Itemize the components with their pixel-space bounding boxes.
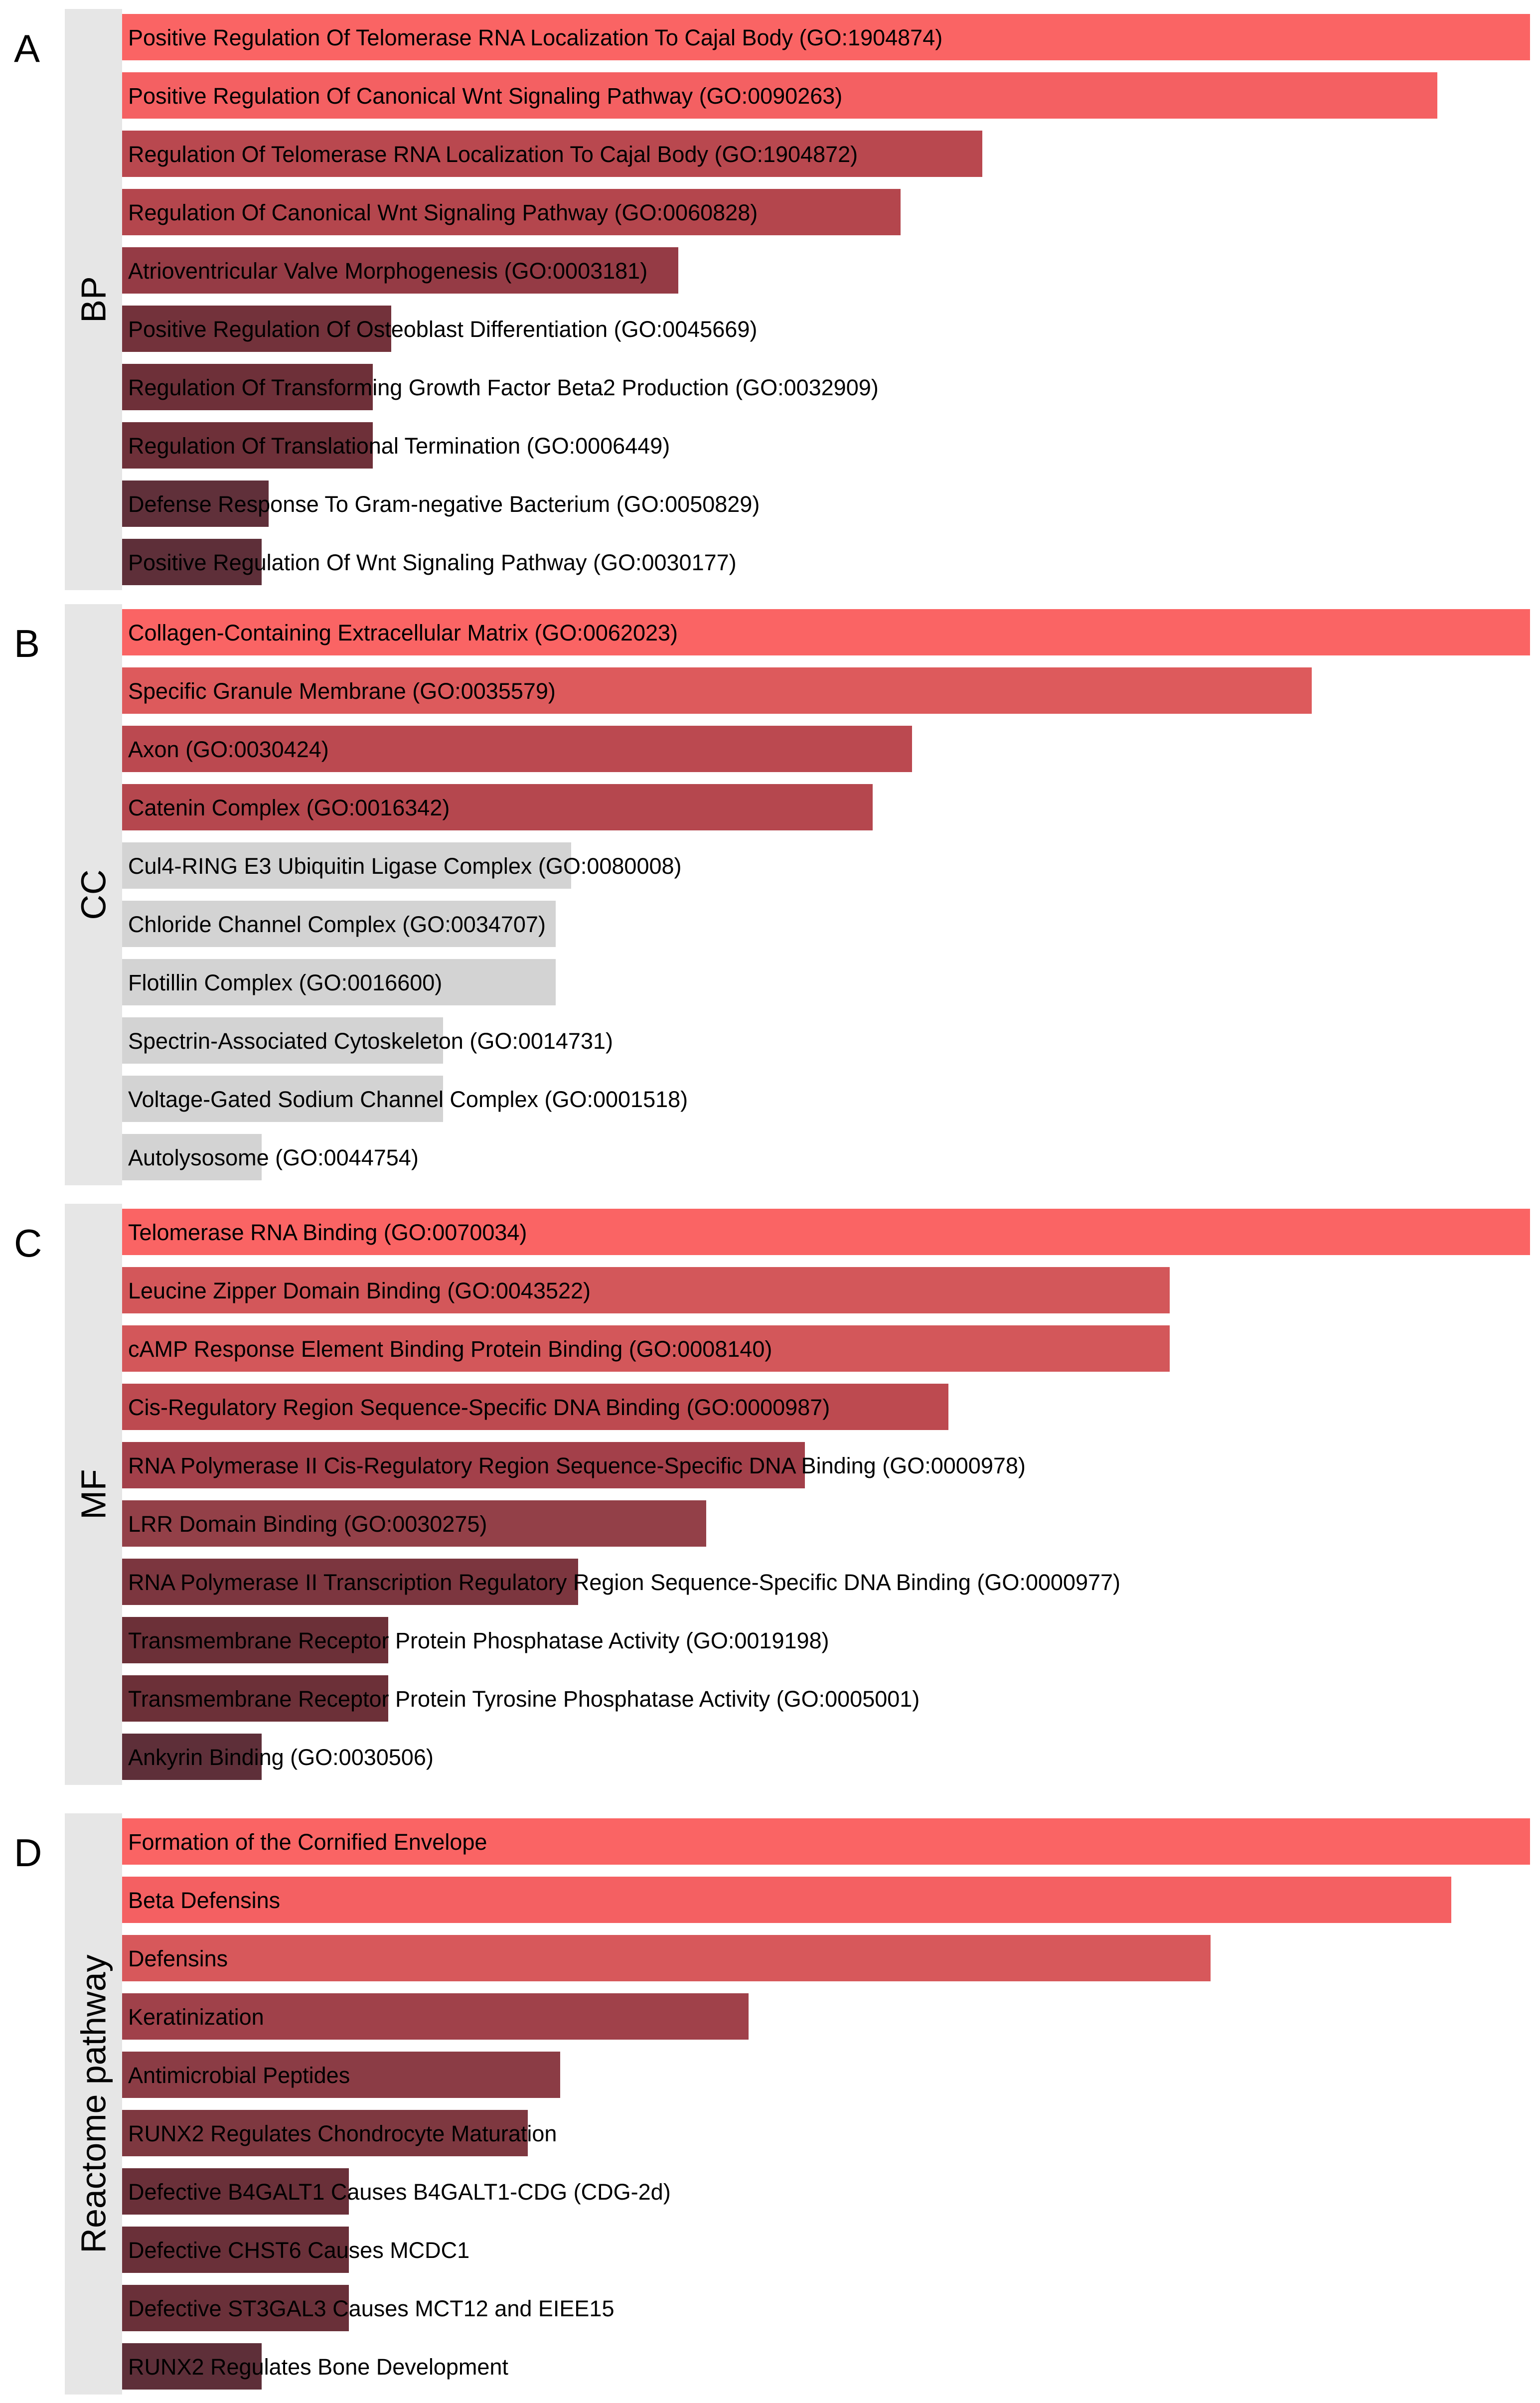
bar bbox=[122, 2168, 349, 2215]
term-label: RNA Polymerase II Cis-Regulatory Region … bbox=[128, 1453, 1026, 1478]
bar bbox=[122, 842, 571, 889]
term-label: Positive Regulation Of Telomerase RNA Lo… bbox=[128, 25, 943, 50]
bar bbox=[122, 189, 901, 235]
bar bbox=[122, 72, 1437, 119]
bar bbox=[122, 1500, 706, 1547]
bar bbox=[122, 784, 873, 830]
term-label: Keratinization bbox=[128, 2004, 264, 2030]
bar bbox=[122, 2343, 262, 2390]
facet-strip bbox=[65, 9, 122, 590]
term-label: Defective B4GALT1 Causes B4GALT1-CDG (CD… bbox=[128, 2179, 671, 2205]
term-label: Positive Regulation Of Canonical Wnt Sig… bbox=[128, 83, 843, 109]
term-label: Transmembrane Receptor Protein Tyrosine … bbox=[128, 1686, 920, 1712]
bar bbox=[122, 1267, 1170, 1313]
panel-letter: B bbox=[14, 622, 40, 665]
bar bbox=[122, 1209, 1530, 1255]
term-label: Cul4-RING E3 Ubiquitin Ligase Complex (G… bbox=[128, 853, 682, 879]
term-label: Collagen-Containing Extracellular Matrix… bbox=[128, 620, 678, 645]
bar bbox=[122, 2227, 349, 2273]
panel-letter: C bbox=[14, 1221, 42, 1265]
bar bbox=[122, 1734, 262, 1780]
bar bbox=[122, 901, 556, 947]
bar bbox=[122, 364, 373, 410]
term-label: Regulation Of Translational Termination … bbox=[128, 433, 670, 459]
facet-strip bbox=[65, 1813, 122, 2395]
bar bbox=[122, 539, 262, 585]
facet-strip-label: Reactome pathway bbox=[74, 1954, 113, 2253]
term-label: Positive Regulation Of Osteoblast Differ… bbox=[128, 317, 758, 342]
panel-letter: A bbox=[14, 26, 40, 70]
bar bbox=[122, 609, 1530, 655]
term-label: Beta Defensins bbox=[128, 1888, 281, 1913]
term-label: Chloride Channel Complex (GO:0034707) bbox=[128, 912, 546, 937]
term-label: Specific Granule Membrane (GO:0035579) bbox=[128, 678, 556, 704]
term-label: Ankyrin Binding (GO:0030506) bbox=[128, 1745, 434, 1770]
bar bbox=[122, 2052, 560, 2098]
term-label: Telomerase RNA Binding (GO:0070034) bbox=[128, 1220, 527, 1245]
bar bbox=[122, 1559, 578, 1605]
term-label: Defensins bbox=[128, 1946, 228, 1971]
facet-strip-label: MF bbox=[74, 1469, 113, 1520]
term-label: RUNX2 Regulates Bone Development bbox=[128, 2354, 508, 2380]
bar bbox=[122, 2285, 349, 2331]
term-label: Leucine Zipper Domain Binding (GO:004352… bbox=[128, 1278, 591, 1303]
term-label: Antimicrobial Peptides bbox=[128, 2063, 350, 2088]
term-label: LRR Domain Binding (GO:0030275) bbox=[128, 1511, 487, 1537]
term-label: Formation of the Cornified Envelope bbox=[128, 1829, 487, 1855]
bar bbox=[122, 1675, 388, 1722]
bar bbox=[122, 1076, 443, 1122]
term-label: Defense Response To Gram-negative Bacter… bbox=[128, 491, 760, 517]
bar bbox=[122, 2110, 528, 2156]
bar bbox=[122, 247, 678, 294]
bar bbox=[122, 726, 912, 772]
bar bbox=[122, 131, 982, 177]
term-label: RNA Polymerase II Transcription Regulato… bbox=[128, 1570, 1121, 1595]
term-label: Regulation Of Telomerase RNA Localizatio… bbox=[128, 142, 858, 167]
term-label: Regulation Of Canonical Wnt Signaling Pa… bbox=[128, 200, 758, 225]
term-label: Positive Regulation Of Wnt Signaling Pat… bbox=[128, 550, 737, 575]
term-label: Cis-Regulatory Region Sequence-Specific … bbox=[128, 1395, 830, 1420]
bar bbox=[122, 1818, 1530, 1865]
bar bbox=[122, 1442, 805, 1488]
bar bbox=[122, 1935, 1211, 1981]
facet-strip bbox=[65, 604, 122, 1185]
bar bbox=[122, 1017, 443, 1064]
term-label: Transmembrane Receptor Protein Phosphata… bbox=[128, 1628, 829, 1653]
facet-strip bbox=[65, 1204, 122, 1785]
term-label: Flotillin Complex (GO:0016600) bbox=[128, 970, 443, 995]
term-label: Spectrin-Associated Cytoskeleton (GO:001… bbox=[128, 1028, 613, 1054]
term-label: Defective ST3GAL3 Causes MCT12 and EIEE1… bbox=[128, 2296, 615, 2321]
bar bbox=[122, 1325, 1170, 1372]
term-label: Axon (GO:0030424) bbox=[128, 737, 329, 762]
term-label: RUNX2 Regulates Chondrocyte Maturation bbox=[128, 2121, 557, 2146]
bar bbox=[122, 1384, 948, 1430]
term-label: Autolysosome (GO:0044754) bbox=[128, 1145, 419, 1170]
bar bbox=[122, 306, 391, 352]
bar bbox=[122, 1877, 1451, 1923]
term-label: Defective CHST6 Causes MCDC1 bbox=[128, 2238, 470, 2263]
bar bbox=[122, 481, 269, 527]
term-label: Atrioventricular Valve Morphogenesis (GO… bbox=[128, 258, 648, 284]
panel-letter: D bbox=[14, 1831, 42, 1875]
bar bbox=[122, 667, 1312, 714]
bar bbox=[122, 1993, 749, 2040]
term-label: cAMP Response Element Binding Protein Bi… bbox=[128, 1336, 772, 1362]
bar bbox=[122, 14, 1530, 60]
facet-strip-label: CC bbox=[74, 869, 113, 920]
bar bbox=[122, 1617, 388, 1663]
bar bbox=[122, 1134, 262, 1180]
bar bbox=[122, 959, 556, 1005]
term-label: Catenin Complex (GO:0016342) bbox=[128, 795, 450, 820]
term-label: Voltage-Gated Sodium Channel Complex (GO… bbox=[128, 1087, 688, 1112]
term-label: Regulation Of Transforming Growth Factor… bbox=[128, 375, 879, 400]
bar bbox=[122, 422, 373, 469]
facet-strip-label: BP bbox=[74, 276, 113, 323]
